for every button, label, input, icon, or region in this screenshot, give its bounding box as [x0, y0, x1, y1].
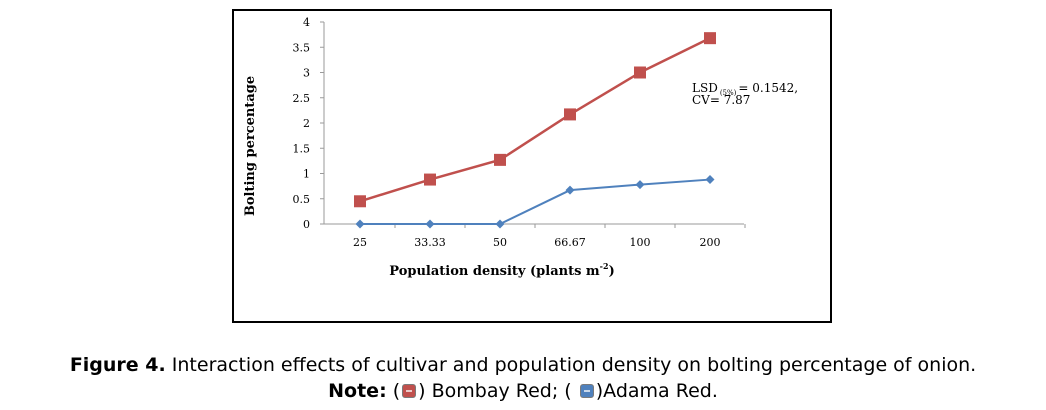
data-point-diamond: [495, 219, 505, 229]
bombay-red-legend-swatch: [402, 384, 417, 398]
lsd-value: = 0.1542,: [738, 81, 798, 95]
y-tick-label: 2: [303, 117, 310, 130]
data-point-square: [494, 153, 506, 166]
x-axis-label: Population density (plants m-2): [389, 261, 614, 279]
data-point-diamond: [565, 185, 575, 195]
data-point-square: [564, 108, 576, 121]
x-tick-label: 200: [700, 236, 721, 249]
note-adama-red: )Adama Red.: [595, 380, 718, 402]
x-tick-label: 66.67: [554, 236, 586, 249]
adama-red-legend-swatch: [579, 384, 594, 398]
data-point-square: [354, 195, 366, 208]
chart-frame: 0 0.5 1 1.5 2 2.5 3 3.5 4 25 33.33 50 66.67 100 200 B…: [232, 9, 832, 323]
y-tick-label: 4: [303, 16, 310, 29]
note-label: Note:: [328, 380, 387, 402]
data-point-square: [704, 32, 716, 45]
figure-caption: Figure 4. Interaction effects of cultiva…: [0, 352, 1046, 404]
series-line: [360, 178, 711, 225]
data-point-diamond: [425, 219, 435, 229]
series-adama-red: [355, 175, 715, 229]
y-tick-label: 1: [303, 168, 310, 181]
y-tick-label: 3: [303, 67, 310, 80]
series-line: [359, 37, 711, 203]
x-tick-label: 100: [630, 236, 651, 249]
figure-text: Interaction effects of cultivar and popu…: [165, 354, 977, 376]
series-bombay-red: [354, 32, 716, 208]
y-axis-ticks: 0 0.5 1 1.5 2 2.5 3 3.5 4: [293, 16, 324, 231]
x-axis-ticks: 25 33.33 50 66.67 100 200: [353, 224, 746, 249]
note-open-paren: (: [392, 380, 401, 402]
x-tick-label: 25: [353, 236, 367, 249]
y-tick-label: 3.5: [293, 41, 311, 54]
data-point-square: [634, 66, 646, 79]
y-tick-label: 0.5: [293, 193, 311, 206]
caption-line-2: Note: ( ) Bombay Red; ( )Adama Red.: [0, 378, 1046, 404]
x-axis-label-sup: -2: [600, 261, 609, 271]
bolting-chart: 0 0.5 1 1.5 2 2.5 3 3.5 4 25 33.33 50 66.67 100 200 B…: [243, 16, 798, 279]
data-point-square: [424, 173, 436, 186]
x-axis-label-end: ): [609, 264, 615, 279]
cv-annotation: CV= 7.87: [692, 93, 750, 107]
y-tick-label: 2.5: [293, 92, 311, 105]
y-tick-label: 0: [303, 218, 310, 231]
data-point-diamond: [635, 180, 645, 190]
caption-line-1: Figure 4. Interaction effects of cultiva…: [0, 352, 1046, 378]
note-bombay-red: ) Bombay Red; (: [418, 380, 572, 402]
x-axis-label-main: Population density (plants m: [389, 264, 600, 279]
lsd-label: LSD: [692, 81, 718, 95]
data-point-diamond: [355, 219, 365, 229]
y-axis-label: Bolting percentage: [243, 76, 258, 216]
y-tick-label: 1.5: [293, 142, 311, 155]
data-point-diamond: [705, 175, 715, 185]
series-layer: [354, 32, 716, 229]
x-tick-label: 50: [493, 236, 507, 249]
lsd-subscript: (5%): [720, 89, 737, 97]
lsd-annotation: LSD (5%) = 0.1542,: [692, 81, 798, 97]
figure-label: Figure 4.: [69, 354, 166, 376]
x-tick-label: 33.33: [414, 236, 446, 249]
